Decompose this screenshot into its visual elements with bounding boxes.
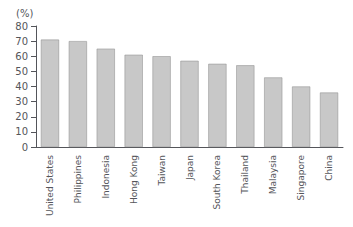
svg-text:70: 70 xyxy=(15,36,28,47)
svg-text:80: 80 xyxy=(15,21,28,32)
svg-text:Singapore: Singapore xyxy=(296,155,306,201)
svg-text:30: 30 xyxy=(15,96,28,107)
svg-text:Malaysia: Malaysia xyxy=(268,155,278,194)
svg-text:Japan: Japan xyxy=(185,155,195,181)
svg-text:0: 0 xyxy=(22,142,28,153)
svg-text:United States: United States xyxy=(45,155,55,216)
svg-text:China: China xyxy=(324,155,334,181)
svg-text:(%): (%) xyxy=(16,8,33,19)
svg-text:Thailand: Thailand xyxy=(240,155,250,195)
svg-text:Indonesia: Indonesia xyxy=(101,155,111,199)
svg-text:20: 20 xyxy=(15,111,28,122)
svg-text:Hong Kong: Hong Kong xyxy=(129,155,139,204)
svg-text:10: 10 xyxy=(15,126,28,137)
svg-text:Philippines: Philippines xyxy=(73,155,83,204)
svg-text:South Korea: South Korea xyxy=(212,155,222,210)
svg-text:40: 40 xyxy=(15,81,28,92)
svg-text:Taiwan: Taiwan xyxy=(157,155,167,187)
svg-text:50: 50 xyxy=(15,66,28,77)
svg-text:60: 60 xyxy=(15,51,28,62)
